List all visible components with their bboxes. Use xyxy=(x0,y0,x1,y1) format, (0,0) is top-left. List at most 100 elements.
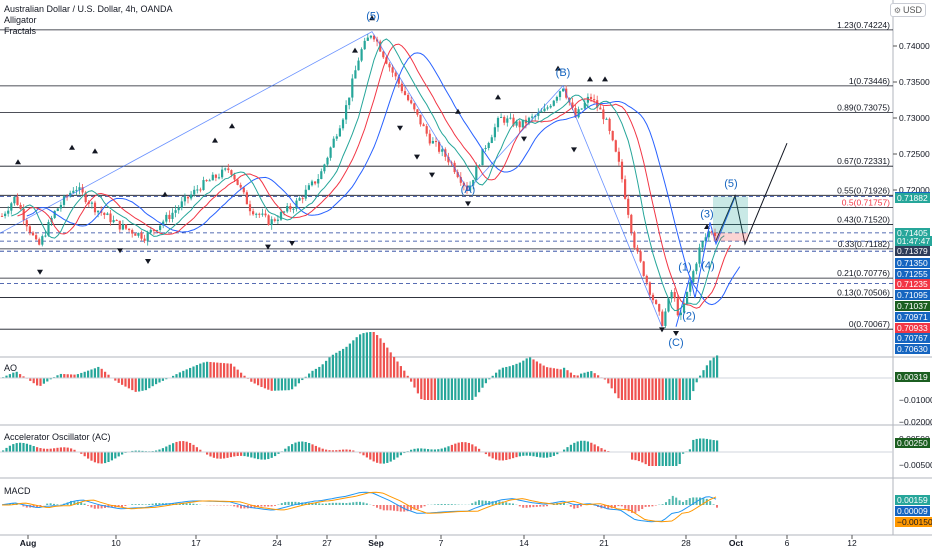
macd-histogram-bar xyxy=(450,504,453,505)
candle-body xyxy=(698,247,701,264)
candle-body xyxy=(382,51,385,58)
ac-bar xyxy=(49,448,52,452)
candle-body xyxy=(248,204,252,212)
ao-bar xyxy=(182,370,185,378)
ao-bar xyxy=(593,373,596,378)
macd-histogram-bar xyxy=(36,505,38,508)
ac-bar xyxy=(563,449,566,452)
macd-histogram-bar xyxy=(294,501,297,505)
candle-body xyxy=(286,206,289,212)
symbol-title[interactable]: Australian Dollar / U.S. Dollar, 4h, OAN… xyxy=(4,4,173,14)
ac-bar xyxy=(678,452,681,465)
candle-body xyxy=(648,282,651,295)
wave-label-3: (C) xyxy=(668,337,683,349)
candle-body xyxy=(267,215,270,225)
macd-histogram-bar xyxy=(546,505,548,507)
ao-bar xyxy=(359,334,362,378)
macd-histogram-bar xyxy=(631,505,633,513)
ao-bar xyxy=(138,378,141,392)
ac-bar xyxy=(420,448,423,452)
candle-body xyxy=(341,119,345,129)
candle-body xyxy=(527,117,531,124)
ao-title[interactable]: AO xyxy=(4,363,18,373)
macd-histogram-bar xyxy=(641,505,644,510)
candle-body xyxy=(425,126,428,134)
ao-bar xyxy=(688,378,691,400)
candle-body xyxy=(459,177,462,183)
candle-body xyxy=(400,83,403,92)
ao-bar xyxy=(291,378,294,390)
indicator-alligator[interactable]: Alligator xyxy=(4,15,37,25)
ac-bar xyxy=(274,452,277,457)
ac-bar xyxy=(671,452,674,466)
candle-body xyxy=(571,102,574,109)
candle-body xyxy=(304,189,307,199)
ao-bar xyxy=(430,378,433,400)
ac-bar xyxy=(512,452,515,459)
ao-bar xyxy=(294,378,297,387)
macd-histogram-bar xyxy=(522,505,525,508)
ao-bar xyxy=(444,378,447,400)
ao-bar xyxy=(484,378,487,384)
candle-body xyxy=(208,180,211,182)
ac-bar xyxy=(66,447,69,452)
ao-bar xyxy=(253,378,256,384)
macd-title[interactable]: MACD xyxy=(4,486,31,496)
price-tag: 0.71235 xyxy=(895,279,930,290)
ac-bar xyxy=(348,449,351,452)
ac-bar xyxy=(240,452,243,456)
ao-tick-0: −0.01000 xyxy=(899,395,932,405)
ao-bar xyxy=(362,333,365,378)
candle-body xyxy=(428,133,431,144)
macd-histogram-bar xyxy=(620,505,623,507)
indicator-fractals[interactable]: Fractals xyxy=(4,26,37,36)
ao-bar xyxy=(644,378,647,400)
candle-body xyxy=(642,261,645,276)
macd-histogram-bar xyxy=(682,501,684,505)
ac-bar xyxy=(243,452,246,457)
ao-bar xyxy=(529,357,532,378)
candle-body xyxy=(314,181,317,184)
candle-body xyxy=(162,221,165,226)
ao-bar xyxy=(243,375,246,378)
ao-bar xyxy=(46,378,49,382)
ao-bar xyxy=(705,365,708,378)
currency-button[interactable]: ⚙ USD xyxy=(889,3,926,17)
candle-body xyxy=(500,116,503,118)
candle-body xyxy=(602,109,605,120)
ao-bar xyxy=(325,360,328,378)
ac-bar xyxy=(287,446,290,452)
ao-bar xyxy=(100,368,103,378)
ac-bar xyxy=(716,440,719,452)
ac-bar xyxy=(712,440,715,452)
candle-body xyxy=(701,241,704,248)
ao-bar xyxy=(311,370,314,378)
candle-body xyxy=(586,96,589,103)
ac-bar xyxy=(532,452,535,457)
ao-bar xyxy=(15,371,18,378)
macd-histogram-bar xyxy=(416,505,419,510)
ac-title[interactable]: Accelerator Oscillator (AC) xyxy=(4,432,111,442)
ac-bar xyxy=(189,442,192,452)
candle-body xyxy=(16,196,19,205)
ac-bar xyxy=(508,452,511,460)
macd-histogram-bar xyxy=(484,500,487,505)
ao-bar xyxy=(216,362,219,378)
macd-histogram-bar xyxy=(240,505,242,509)
ac-bar xyxy=(376,452,379,463)
candle-body xyxy=(664,311,667,326)
ac-bar xyxy=(590,442,593,452)
ac-bar xyxy=(260,452,263,460)
fractal-down-icon xyxy=(37,269,43,275)
macd-histogram-bar xyxy=(233,505,236,507)
ac-bar xyxy=(688,449,691,452)
fractal-up-icon xyxy=(92,148,98,154)
candle-body xyxy=(174,210,177,213)
ac-bar xyxy=(467,442,470,452)
candle-body xyxy=(106,213,109,215)
ao-bar xyxy=(29,378,32,381)
macd-histogram-bar xyxy=(362,502,365,505)
ao-bar xyxy=(471,378,474,400)
candle-body xyxy=(59,204,62,209)
